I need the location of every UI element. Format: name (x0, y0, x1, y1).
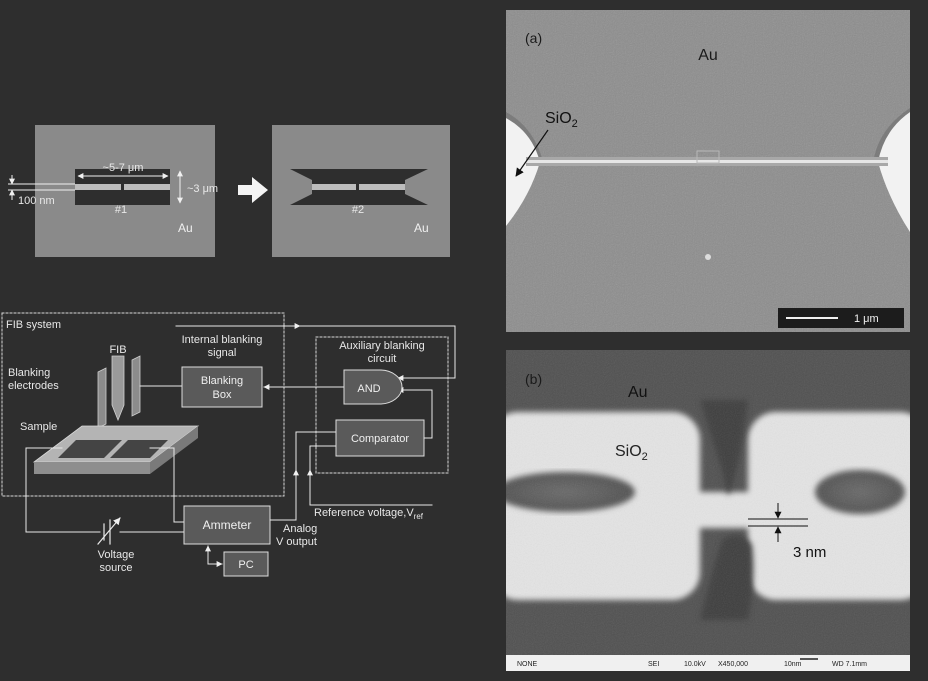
blanking-box-label-line2: Box (213, 389, 232, 401)
au-label-left: Au (178, 221, 193, 235)
reference-wire (309, 445, 337, 506)
panel-b-footer-wd: WD 7.1mm (832, 661, 867, 668)
analog-label-line2: V output (276, 536, 317, 548)
ammeter-pc-link (205, 545, 223, 567)
sample-pad-left (58, 440, 122, 458)
pc-label: PC (238, 559, 253, 571)
voltage-source-label-line2: source (99, 562, 132, 574)
comparator-box (335, 419, 425, 457)
gap-2 (356, 182, 359, 192)
panel-b-footer-kv: 10.0kV (684, 661, 706, 668)
electrode-bottom-2 (272, 205, 450, 257)
panel-a-tag: (a) (525, 30, 542, 46)
blanking-electrodes-label-line1: Blanking (8, 367, 50, 379)
panel-b-sio2-label: SiO2 (615, 443, 648, 463)
panel-a-zoom-box (696, 150, 720, 164)
electrode-bottom-1 (35, 205, 215, 257)
reference-label: Reference voltage,Vref (314, 507, 424, 521)
panel-b-gap-label: 3 nm (793, 544, 826, 561)
panel-b-tag: (b) (525, 371, 542, 387)
panel-b-au-label: Au (628, 384, 648, 401)
gap-1 (121, 182, 124, 192)
panel-b-grain (506, 350, 910, 655)
sem-panel-b: (b) Au SiO2 3 nm NONE SEI 10.0kV X450,00… (506, 350, 910, 671)
ammeter-label: Ammeter (203, 518, 252, 532)
length-label: ~5-7 μm (103, 162, 144, 174)
au-label-right: Au (414, 221, 429, 235)
internal-blanking-label-line2: signal (208, 347, 237, 359)
fib-system-label: FIB system (6, 319, 61, 331)
sample-to-source-wire (25, 447, 101, 533)
panel-b-footer-sei: SEI (648, 661, 659, 668)
device-2-label: #2 (352, 204, 364, 216)
voltage-source-icon (97, 517, 121, 545)
panel-b-footer-none: NONE (517, 661, 538, 668)
analog-label-line1: Analog (283, 523, 317, 535)
comparator-to-and-wire (397, 387, 433, 439)
comparator-label: Comparator (351, 433, 409, 445)
width-label: ~3 μm (187, 183, 218, 195)
electrode-top-2 (272, 125, 450, 169)
panel-a-sio2-pointer (515, 129, 549, 177)
process-arrow-icon (238, 177, 268, 203)
gap-dimension-label: 100 nm (18, 195, 55, 207)
sample-to-ammeter-wire (149, 447, 185, 523)
fib-label: FIB (109, 344, 126, 356)
sample-label: Sample (20, 421, 57, 433)
electrode-schematic: ~5-7 μm ~3 μm 100 nm #1 Au #2 Au (8, 125, 450, 257)
internal-to-and-wire (299, 325, 456, 381)
fib-circuit-diagram: FIB system Auxiliary blanking circuit In… (1, 312, 456, 577)
electrode-left-pad-2 (272, 169, 312, 205)
internal-blanking-label-line1: Internal blanking (182, 334, 263, 346)
panel-a-au-label: Au (698, 47, 718, 64)
blanking-box (181, 366, 263, 408)
panel-a-scalebar-box (778, 308, 904, 328)
panel-a-sio2-label: SiO2 (545, 110, 578, 130)
electrode-top-1 (35, 125, 215, 169)
panel-a-scalebar-label: 1 μm (854, 313, 879, 325)
device-2: #2 Au (272, 125, 450, 257)
panel-b-footer-scale: 10nm (784, 661, 802, 668)
fib-system-frame (1, 312, 285, 497)
electrode-left-pad-1 (35, 169, 75, 205)
device-1-label: #1 (115, 204, 127, 216)
sample-pad-right (110, 440, 168, 458)
panel-a-channel-core (526, 160, 888, 163)
and-gate (343, 369, 403, 405)
ammeter-box (183, 505, 271, 545)
panel-a-right-lobe (878, 112, 910, 232)
auxiliary-label-line1: Auxiliary blanking (339, 340, 425, 352)
sem-panel-a: (a) Au SiO2 1 μm (506, 10, 910, 332)
blanking-electrode-right (131, 355, 141, 417)
auxiliary-frame (315, 336, 449, 474)
blanking-electrodes-label-line2: electrodes (8, 380, 59, 392)
blanking-electrode-left (97, 367, 107, 429)
voltage-source-label-line1: Voltage (98, 549, 135, 561)
electrode-right-pad-2 (405, 169, 450, 205)
sample-stage-edge (34, 462, 150, 474)
ion-beam-column (111, 355, 125, 422)
device-1: ~5-7 μm ~3 μm 100 nm #1 Au (8, 125, 218, 257)
pc-box (223, 551, 269, 577)
panel-b-footer-mag: X450,000 (718, 661, 748, 668)
and-gate-label: AND (357, 383, 380, 395)
blanking-box-label-line1: Blanking (201, 375, 243, 387)
panel-a-grain (506, 10, 910, 332)
auxiliary-label-line2: circuit (368, 353, 397, 365)
panel-a-particle (705, 254, 711, 260)
